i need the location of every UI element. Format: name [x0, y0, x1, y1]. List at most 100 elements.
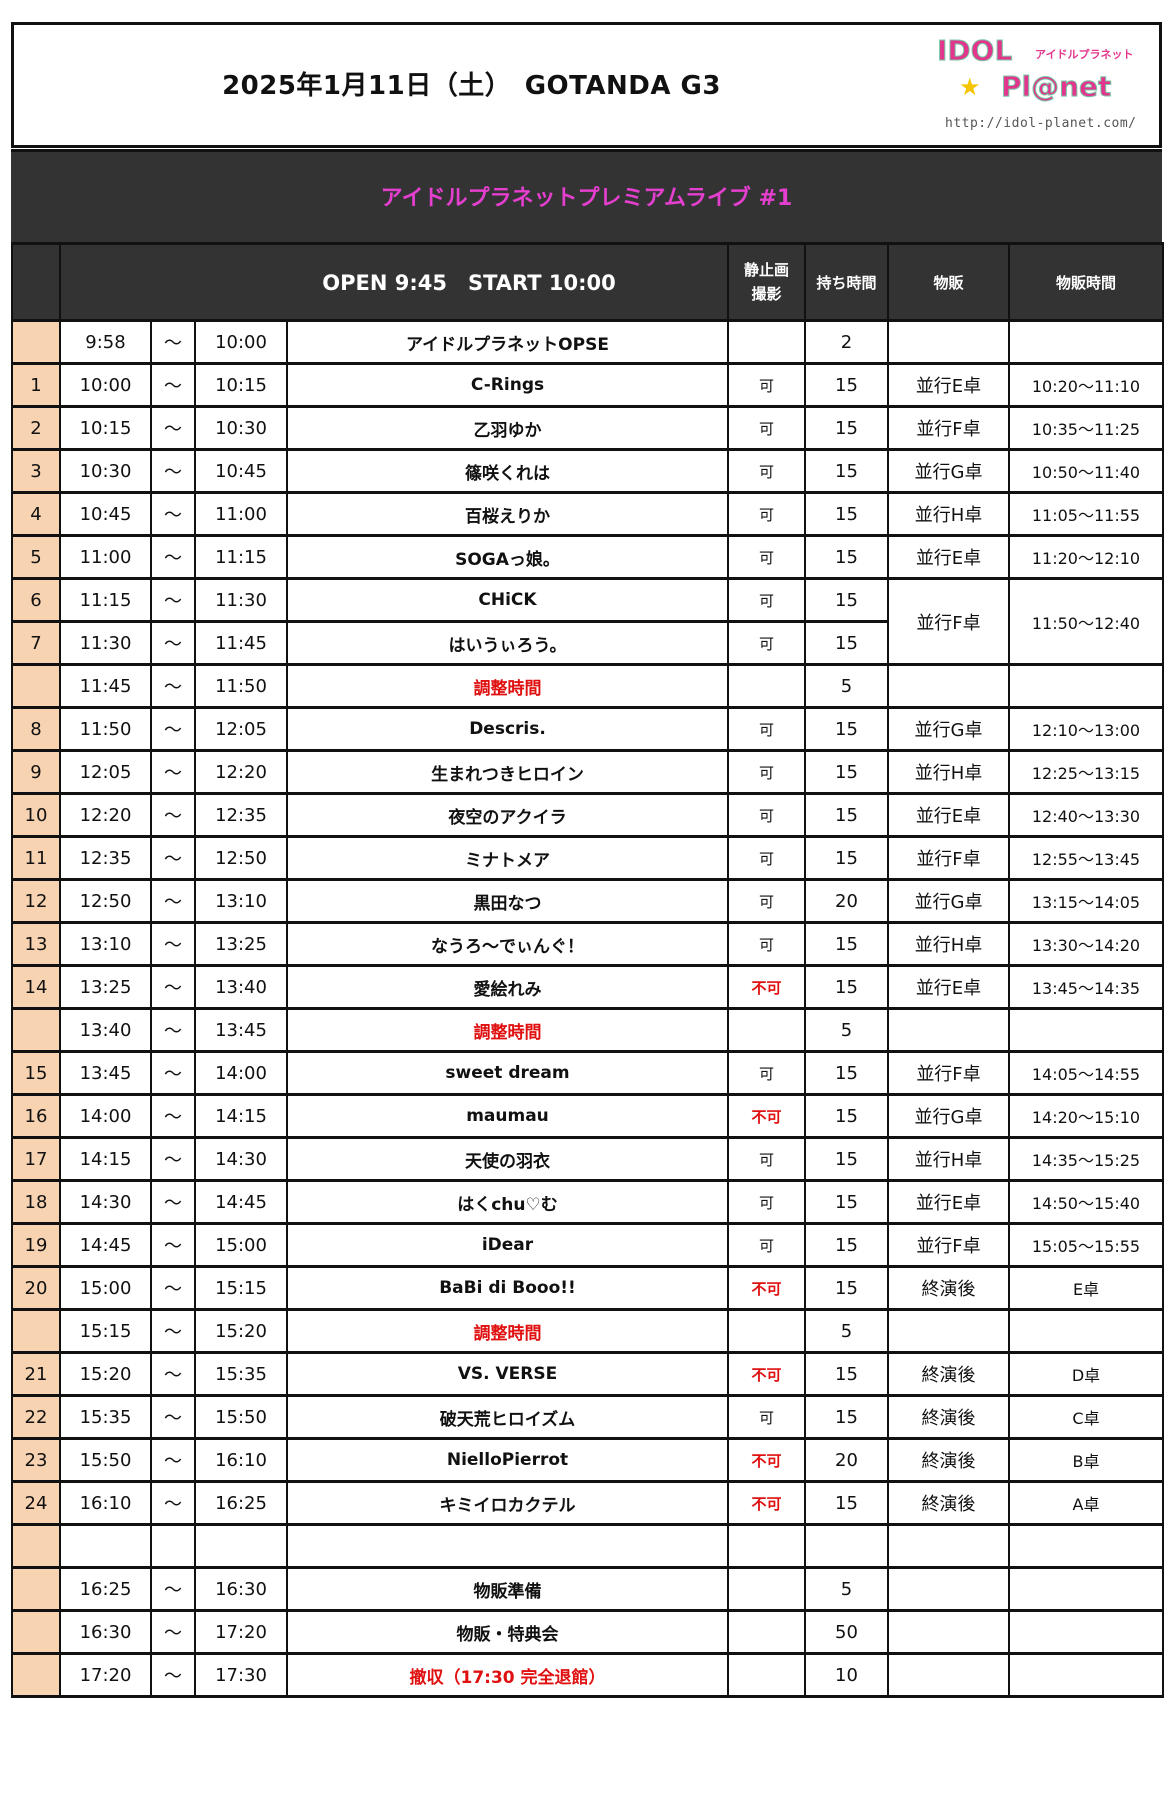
row-number: 1 — [11, 362, 61, 408]
row-number — [11, 319, 61, 365]
end-time: 13:45 — [194, 1007, 288, 1053]
performer-name: 物販・特典会 — [286, 1609, 729, 1655]
performer-name: 愛絵れみ — [286, 964, 729, 1010]
end-time: 15:15 — [194, 1265, 288, 1311]
row-number — [11, 1308, 61, 1354]
performer-name: VS. VERSE — [286, 1351, 729, 1397]
row-number: 4 — [11, 491, 61, 537]
row-number: 22 — [11, 1394, 61, 1440]
photo-permission: 可 — [727, 706, 806, 752]
photo-permission: 可 — [727, 577, 806, 623]
duration: 15 — [804, 1351, 889, 1397]
duration: 15 — [804, 577, 889, 623]
start-time: 14:45 — [59, 1222, 152, 1268]
merch-time: A卓 — [1008, 1480, 1164, 1526]
start-time: 10:15 — [59, 405, 152, 451]
tilde: ～ — [150, 1609, 196, 1655]
photo-permission: 不可 — [727, 1265, 806, 1311]
tilde: ～ — [150, 1136, 196, 1182]
row-number: 11 — [11, 835, 61, 881]
tilde: ～ — [150, 921, 196, 967]
timetable-body: 9:58 ～ 10:00 アイドルプラネットOPSE 2 1 10:00 ～ 10:15 C-Ri… — [11, 319, 1164, 1698]
performer-name: C-Rings — [286, 362, 729, 408]
merch-time: 10:20～11:10 — [1008, 362, 1164, 408]
logo-text-top: IDOL — [936, 34, 1013, 67]
merch-time: 11:50～12:40 — [1008, 577, 1164, 666]
end-time: 13:10 — [194, 878, 288, 924]
end-time: 10:30 — [194, 405, 288, 451]
duration: 15 — [804, 620, 889, 666]
start-time: 12:50 — [59, 878, 152, 924]
merch-location: 並行G卓 — [887, 706, 1010, 752]
start-time: 11:30 — [59, 620, 152, 666]
event-title-band: アイドルプラネットプレミアムライブ #1 — [11, 149, 1162, 247]
duration: 15 — [804, 792, 889, 838]
start-time: 9:58 — [59, 319, 152, 365]
photo-permission: 不可 — [727, 1351, 806, 1397]
row-number: 9 — [11, 749, 61, 795]
tilde: ～ — [150, 1652, 196, 1698]
merch-location: 並行G卓 — [887, 1093, 1010, 1139]
performer-name: 調整時間 — [286, 663, 729, 709]
end-time: 15:50 — [194, 1394, 288, 1440]
table-row: 8 11:50 ～ 12:05 Descris. 可 15 並行G卓 12:10～13:00 — [11, 706, 1164, 752]
row-number — [11, 1007, 61, 1053]
photo-permission: 不可 — [727, 1093, 806, 1139]
duration: 15 — [804, 534, 889, 580]
merch-time: 14:50～15:40 — [1008, 1179, 1164, 1225]
tilde: ～ — [150, 1007, 196, 1053]
merch-time — [1008, 319, 1164, 365]
table-row: 3 10:30 ～ 10:45 篠咲くれは可 15 並行G卓 10:50～11:40 — [11, 448, 1164, 494]
merch-location — [887, 1566, 1010, 1612]
row-number: 14 — [11, 964, 61, 1010]
table-row: 14 13:25 ～ 13:40 愛絵れみ 不可 15 並行E卓 13:45～14:35 — [11, 964, 1164, 1010]
tilde: ～ — [150, 1394, 196, 1440]
header-box: 2025年1月11日（土） GOTANDA G3 IDOL アイドルプラネット … — [11, 22, 1162, 148]
merch-time: 14:35～15:25 — [1008, 1136, 1164, 1182]
end-time: 14:00 — [194, 1050, 288, 1096]
start-time: 10:30 — [59, 448, 152, 494]
row-number — [11, 1523, 61, 1569]
end-time: 12:20 — [194, 749, 288, 795]
row-number — [11, 1652, 61, 1698]
start-time: 13:40 — [59, 1007, 152, 1053]
start-time: 10:45 — [59, 491, 152, 537]
end-time: 15:20 — [194, 1308, 288, 1354]
table-row: 2 10:15 ～ 10:30 乙羽ゆか可 15 並行F卓 10:35～11:25 — [11, 405, 1164, 451]
merch-location — [887, 1609, 1010, 1655]
performer-name: 夜空のアクイラ — [286, 792, 729, 838]
end-time: 14:30 — [194, 1136, 288, 1182]
start-time — [59, 1523, 152, 1569]
header-photo: 静止画撮影 — [727, 242, 806, 322]
merch-time: 12:25～13:15 — [1008, 749, 1164, 795]
start-time: 15:20 — [59, 1351, 152, 1397]
end-time: 14:15 — [194, 1093, 288, 1139]
merch-time: 13:30～14:20 — [1008, 921, 1164, 967]
photo-permission: 可 — [727, 835, 806, 881]
row-number: 5 — [11, 534, 61, 580]
table-row: 9:58 ～ 10:00 アイドルプラネットOPSE 2 — [11, 319, 1164, 365]
photo-permission: 可 — [727, 1394, 806, 1440]
duration: 15 — [804, 964, 889, 1010]
start-time: 12:20 — [59, 792, 152, 838]
merch-location — [887, 1523, 1010, 1569]
performer-name: 黒田なつ — [286, 878, 729, 924]
table-row: 7 11:30 ～ 11:45 はいうぃろう。可 15 — [11, 620, 1163, 666]
tilde: ～ — [150, 491, 196, 537]
merch-time: B卓 — [1008, 1437, 1164, 1483]
performer-name: 撤収（17:30 完全退館） — [286, 1652, 729, 1698]
duration: 15 — [804, 491, 889, 537]
tilde: ～ — [150, 1093, 196, 1139]
tilde: ～ — [150, 620, 196, 666]
row-number: 18 — [11, 1179, 61, 1225]
merch-location: 並行G卓 — [887, 448, 1010, 494]
table-row: 20 15:00 ～ 15:15 BaBi di Booo!! 不可 15 終演後 E卓 — [11, 1265, 1164, 1311]
duration: 5 — [804, 663, 889, 709]
row-number: 15 — [11, 1050, 61, 1096]
idol-planet-logo: IDOL アイドルプラネット ★ Pl@net http://idol-plan… — [931, 31, 1147, 139]
merch-location: 並行F卓 — [887, 835, 1010, 881]
merch-location: 終演後 — [887, 1480, 1010, 1526]
row-number — [11, 663, 61, 709]
start-time: 10:00 — [59, 362, 152, 408]
merch-time: D卓 — [1008, 1351, 1164, 1397]
